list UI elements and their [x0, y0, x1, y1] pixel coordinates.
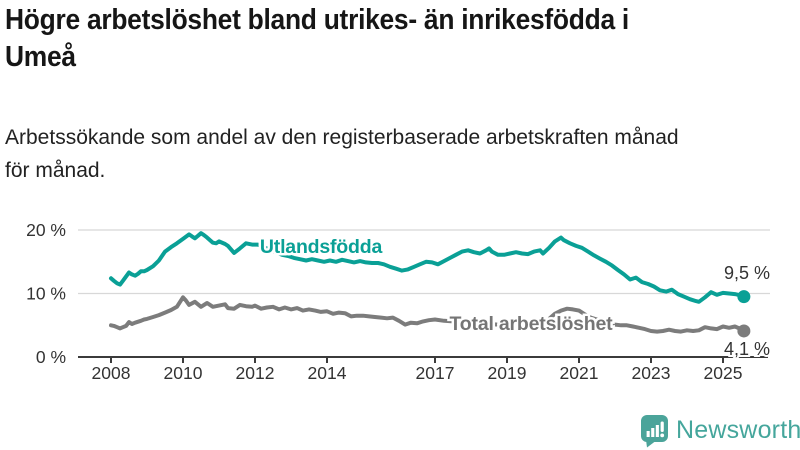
x-axis-tick-label: 2025	[704, 363, 743, 383]
data-line-utlandsfodda	[109, 231, 746, 304]
bar-chart-speech-bubble-icon	[641, 415, 668, 448]
brand-name: Newsworthy	[676, 415, 800, 444]
x-axis-tick-label: 2019	[488, 363, 527, 383]
y-axis-tick-label: 0 %	[36, 347, 66, 367]
end-value-label-total: 4,1 %	[724, 339, 770, 359]
series-label-utlandsfodda: Utlandsfödda	[260, 236, 383, 258]
page-title: Högre arbetslöshet bland utrikes- än inr…	[5, 4, 629, 74]
end-value-label-utlandsfodda: 9,5 %	[724, 263, 770, 283]
x-axis-tick-label: 2012	[236, 363, 275, 383]
brand-logo: Newsworthy	[640, 412, 800, 448]
end-dot-utlandsfodda	[737, 290, 751, 304]
y-axis-tick-label: 10 %	[26, 284, 66, 304]
x-axis-tick-label: 2008	[92, 363, 131, 383]
chart-subtitle: Arbetssökande som andel av den registerb…	[5, 126, 679, 182]
x-axis-tick-label: 2014	[308, 363, 347, 383]
x-axis-tick-label: 2021	[560, 363, 599, 383]
end-dot-total	[737, 324, 751, 338]
x-axis-tick-label: 2023	[632, 363, 671, 383]
data-line-total	[109, 295, 746, 334]
x-axis-tick-label: 2010	[164, 363, 203, 383]
y-axis-tick-label: 20 %	[26, 220, 66, 240]
x-axis-tick-label: 2017	[416, 363, 455, 383]
series-label-total: Total arbetslöshet	[450, 313, 614, 335]
